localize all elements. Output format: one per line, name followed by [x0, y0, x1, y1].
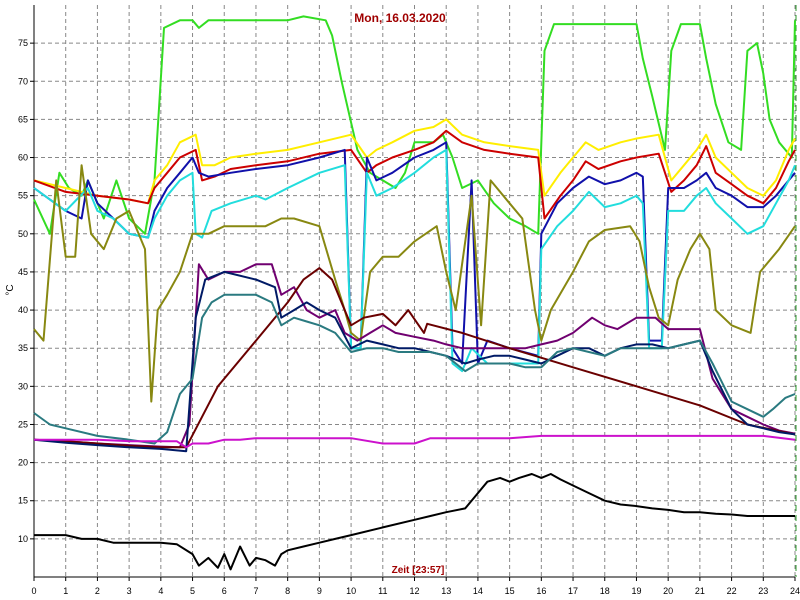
y-tick-label: 60 [18, 153, 28, 163]
x-tick-label: 23 [758, 586, 768, 596]
x-tick-label: 15 [505, 586, 515, 596]
x-tick-label: 24 [790, 586, 800, 596]
y-tick-label: 65 [18, 114, 28, 124]
x-tick-label: 17 [568, 586, 578, 596]
y-tick-label: 75 [18, 38, 28, 48]
x-tick-label: 3 [127, 586, 132, 596]
y-tick-label: 15 [18, 496, 28, 506]
series-line-7 [33, 263, 796, 449]
y-tick-label: 10 [18, 534, 28, 544]
x-tick-label: 2 [95, 586, 100, 596]
x-tick-label: 11 [378, 586, 387, 596]
x-tick-label: 8 [285, 586, 290, 596]
series-line-6 [33, 164, 796, 403]
x-tick-label: 16 [536, 586, 546, 596]
y-tick-label: 55 [18, 191, 28, 201]
series-line-12 [34, 473, 795, 571]
axes: 0 1 2 3 4 5 6 7 8 9 10 11 12 13 14 15 16 17 18 19 20 21 22 23 24… [18, 5, 800, 596]
x-tick-label: 14 [473, 586, 483, 596]
x-tick-label: 7 [253, 586, 258, 596]
x-tick-label: 18 [600, 586, 610, 596]
y-tick-label: 70 [18, 76, 28, 86]
series-group [33, 15, 796, 571]
y-tick-label: 35 [18, 343, 28, 353]
x-tick-label: 20 [663, 586, 673, 596]
y-tick-label: 50 [18, 229, 28, 239]
x-tick-label: 13 [441, 586, 451, 596]
series-line-2 [33, 118, 796, 205]
x-tick-label: 0 [31, 586, 36, 596]
y-tick-label: 45 [18, 267, 28, 277]
series-line-3 [33, 129, 796, 220]
x-tick-label: 1 [63, 586, 68, 596]
series-line-10 [33, 293, 796, 445]
chart-title: Mon, 16.03.2020 [354, 11, 446, 25]
series-line-5 [33, 148, 796, 373]
x-tick-label: 9 [317, 586, 322, 596]
series-line-11 [34, 434, 796, 449]
y-axis-label: °C [5, 284, 16, 295]
x-axis-label: Zeit [23:57] [392, 565, 445, 576]
x-tick-label: 5 [190, 586, 195, 596]
x-tick-label: 12 [409, 586, 419, 596]
x-tick-label: 22 [727, 586, 737, 596]
series-line-8 [33, 267, 796, 449]
x-tick-label: 6 [222, 586, 227, 596]
x-tick-label: 19 [631, 586, 641, 596]
y-tick-label: 40 [18, 305, 28, 315]
y-tick-label: 30 [18, 381, 28, 391]
x-tick-label: 21 [695, 586, 705, 596]
y-tick-label: 25 [18, 419, 28, 429]
x-tick-label: 4 [158, 586, 163, 596]
x-tick-label: 10 [346, 586, 356, 596]
y-tick-label: 20 [18, 458, 28, 468]
